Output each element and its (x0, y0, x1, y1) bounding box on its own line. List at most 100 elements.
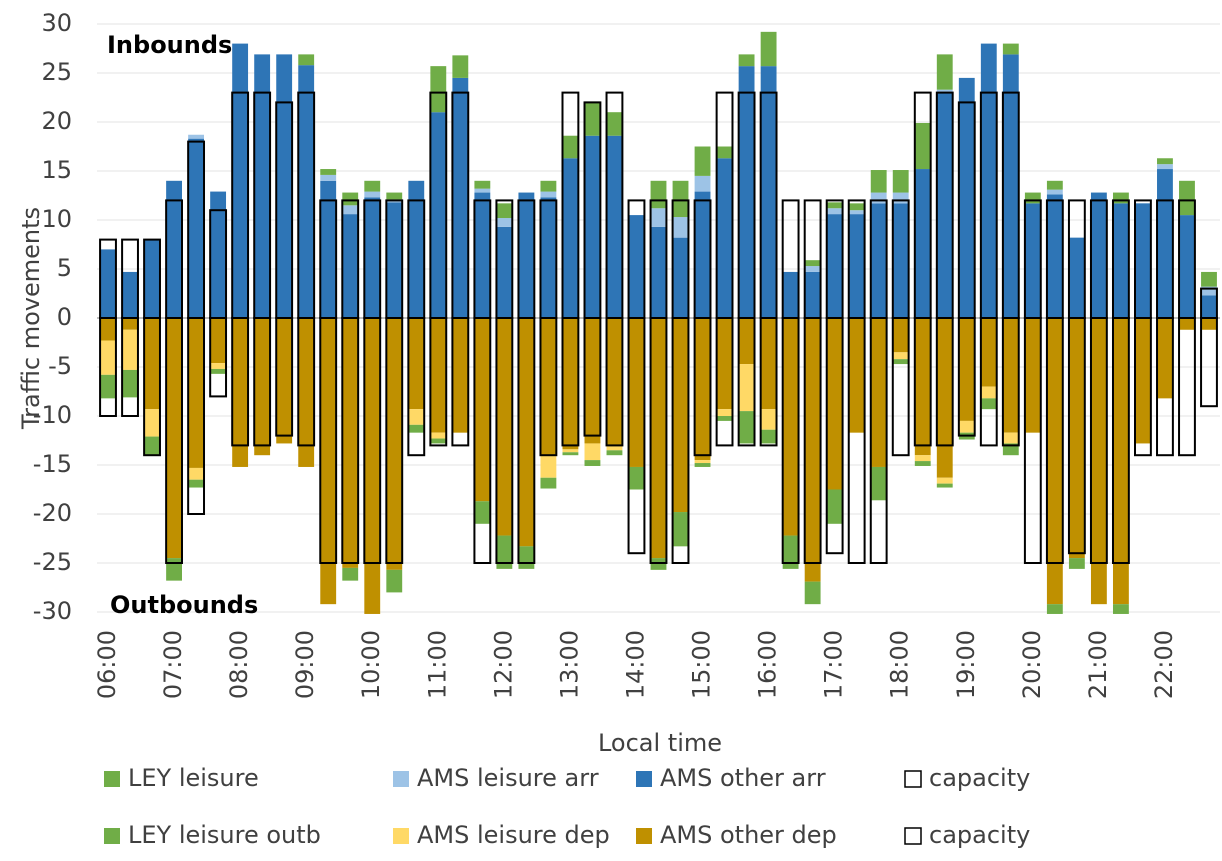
bar-segment (562, 452, 579, 456)
capacity-box (1156, 317, 1174, 457)
bar-segment (936, 54, 953, 90)
bar-segment (760, 409, 777, 430)
bar-segment (474, 188, 491, 193)
bar-segment (760, 66, 777, 318)
x-tick-label: 11:00 (423, 630, 451, 699)
bar-segment (100, 318, 116, 341)
bar-segment (210, 318, 227, 364)
bar-segment (452, 318, 469, 433)
bar-segment (166, 318, 182, 559)
bar-segment (100, 340, 116, 375)
x-tick-label: 06:00 (93, 630, 121, 699)
bar-segment (188, 134, 205, 139)
bar-segment (276, 54, 293, 318)
bar-segment (298, 54, 315, 66)
bar-segment (188, 479, 205, 488)
bar-segment (760, 31, 777, 67)
bar-segment (760, 429, 777, 444)
legend-label: capacity (929, 821, 1030, 849)
capacity-box (1089, 317, 1108, 564)
bar-segment (1024, 192, 1041, 204)
x-tick-label: 18:00 (886, 630, 914, 699)
bar-segment (210, 368, 227, 374)
capacity-box (847, 317, 866, 564)
bar-segment (892, 203, 909, 318)
bar-segment (1002, 432, 1019, 444)
bar-segment (188, 467, 205, 480)
bar-segment (1024, 203, 1041, 318)
capacity-box (869, 317, 888, 564)
bar-segment (716, 318, 733, 410)
legend-swatch (904, 827, 922, 845)
bar-segment (694, 460, 711, 464)
legend-swatch (104, 771, 120, 787)
bar-segment (628, 215, 645, 318)
legend-label: LEY leisure outb (128, 821, 321, 849)
bar-segment (562, 318, 579, 450)
bar-segment (562, 158, 579, 318)
y-tick-label: 10 (41, 205, 72, 233)
bar-segment (958, 77, 975, 319)
x-tick-label: 10:00 (357, 630, 385, 699)
capacity-box (627, 317, 646, 555)
bar-segment (1046, 604, 1063, 614)
bar-segment (1046, 180, 1063, 190)
bar-segment (1157, 164, 1173, 170)
bar-segment (408, 180, 425, 318)
capacity-box (1023, 317, 1042, 564)
x-tick-label: 12:00 (489, 630, 517, 699)
bar-segment (1179, 215, 1195, 318)
bar-segment (584, 135, 601, 318)
bar-segment (144, 318, 160, 410)
bar-segment (584, 443, 601, 461)
legend-swatch (104, 828, 120, 844)
bar-segment (474, 192, 491, 318)
bar-segment (606, 450, 623, 456)
bar-segment (144, 409, 160, 437)
bar-segment (320, 169, 337, 175)
capacity-box (121, 317, 139, 417)
y-tick-label: -10 (33, 401, 72, 429)
y-tick-label: -15 (33, 450, 72, 478)
bar-segment (364, 318, 381, 614)
bar-segment (782, 535, 799, 569)
bar-segment (694, 463, 711, 467)
capacity-box (715, 317, 734, 447)
bar-segment (672, 237, 689, 318)
x-tick-label: 17:00 (820, 630, 848, 699)
capacity-box (231, 317, 250, 447)
bar-segment (1068, 237, 1085, 318)
bar-segment (914, 318, 931, 456)
bar-segment (694, 191, 711, 318)
bar-segment (694, 146, 711, 176)
bar-segment (496, 318, 513, 536)
capacity-box (737, 317, 756, 447)
legend-label: AMS leisure dep (417, 821, 610, 849)
bar-segment (540, 477, 557, 489)
y-tick-label: 20 (41, 107, 72, 135)
bar-segment (716, 146, 733, 159)
bar-segment (1024, 318, 1041, 433)
capacity-box (1200, 317, 1218, 408)
bar-segment (804, 271, 821, 318)
bar-segment (232, 43, 249, 318)
bar-segment (870, 203, 887, 318)
y-tick-label: 0 (57, 303, 72, 331)
bar-segment (1135, 318, 1151, 444)
bar-segment (848, 203, 865, 211)
bar-segment (892, 192, 909, 204)
bar-segment (936, 477, 953, 484)
capacity-box (759, 317, 778, 447)
capacity-box (605, 317, 624, 447)
bar-segment (716, 409, 733, 416)
x-tick-label: 19:00 (952, 630, 980, 699)
bar-segment (1090, 318, 1107, 605)
bar-segment (848, 214, 865, 318)
bar-segment (1002, 54, 1019, 318)
bar-segment (1068, 318, 1085, 559)
bar-segment (892, 170, 909, 193)
bar-segment (606, 445, 623, 451)
bar-segment (386, 318, 403, 570)
capacity-box (143, 317, 161, 457)
bar-segment (804, 260, 821, 267)
